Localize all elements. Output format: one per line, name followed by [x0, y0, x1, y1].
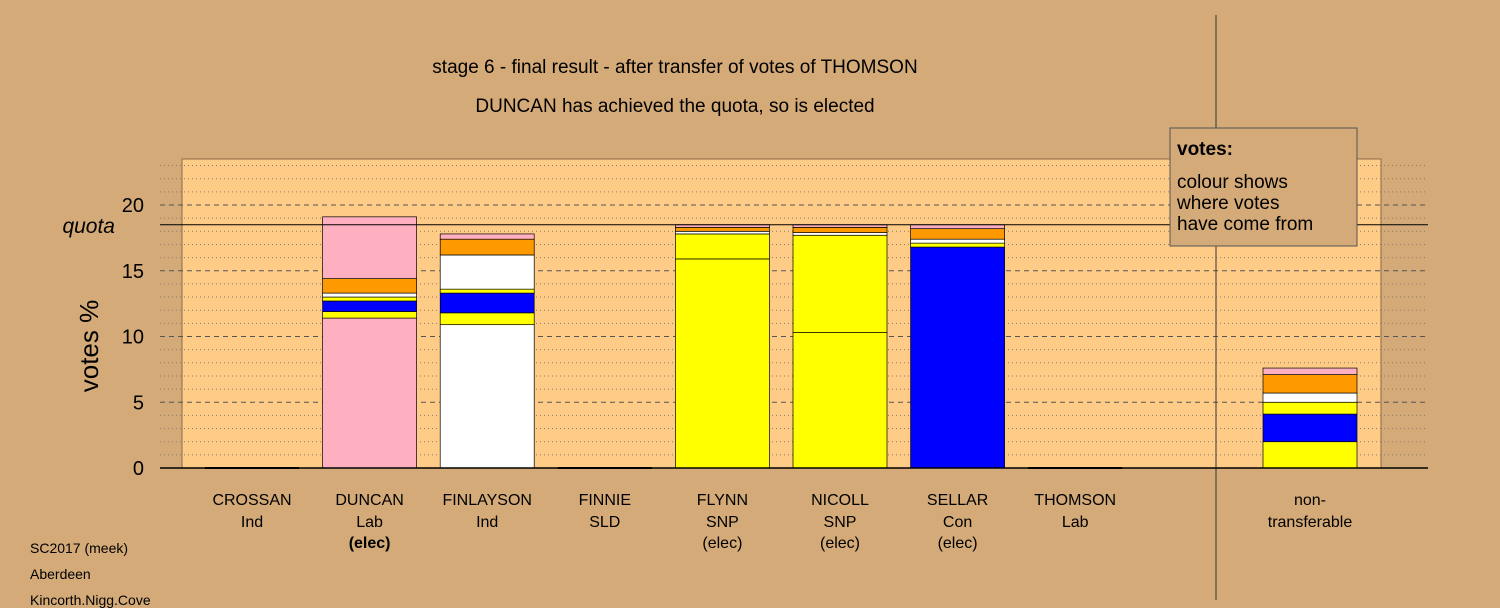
legend-line: colour shows — [1177, 172, 1288, 193]
candidate-name: DUNCAN — [335, 492, 403, 509]
nontransferable-label: non- — [1294, 492, 1326, 509]
bar-duncan-segment — [322, 216, 417, 279]
chart-subtitle: DUNCAN has achieved the quota, so is ele… — [475, 96, 874, 117]
candidate-party: Ind — [476, 514, 498, 531]
candidate-name: FINLAYSON — [442, 492, 532, 509]
y-tick-label: 15 — [122, 261, 144, 283]
bar-nontransferable-segment — [1262, 441, 1358, 469]
bar-nontransferable-segment — [1262, 413, 1358, 443]
bar-sellar-segment — [910, 242, 1005, 248]
y-tick-label: 0 — [133, 458, 144, 480]
bar-duncan-segment — [322, 296, 417, 302]
x-axis-labels: CROSSAN Ind DUNCAN Lab (elec) FINLAYSON Ind FIN… — [212, 492, 1352, 552]
bar-sellar-segment — [910, 224, 1005, 230]
bar-finlayson-segment — [439, 233, 535, 240]
bars — [205, 216, 1358, 469]
footer-council: Aberdeen — [30, 566, 91, 582]
bar-sellar-segment — [910, 228, 1005, 240]
legend-line: have come from — [1177, 214, 1313, 235]
bar-finlayson-segment — [439, 324, 535, 469]
bar-flynn-segment — [675, 233, 770, 260]
y-tick-label: 5 — [133, 392, 144, 414]
bar-nontransferable-segment — [1262, 392, 1358, 403]
bar-nicoll-segment — [792, 227, 888, 233]
candidate-party: SLD — [589, 514, 620, 531]
candidate-name: CROSSAN — [212, 492, 291, 509]
legend: votes: colour shows where votes have com… — [1169, 127, 1358, 247]
candidate-party: SNP — [706, 514, 739, 531]
candidate-party: SNP — [824, 514, 857, 531]
candidate-name: FINNIE — [579, 492, 631, 509]
bar-nicoll-segment — [792, 332, 888, 469]
candidate-name: NICOLL — [811, 492, 869, 509]
candidate-name: THOMSON — [1034, 492, 1116, 509]
candidate-party: Con — [943, 514, 972, 531]
nontransferable-label: transferable — [1268, 514, 1353, 531]
y-tick-label: 10 — [122, 327, 144, 349]
y-axis-ticks: 0 5 10 15 20 — [122, 195, 144, 480]
candidate-status: (elec) — [820, 535, 860, 552]
bar-nicoll-segment — [792, 234, 888, 333]
candidate-party: Ind — [241, 514, 263, 531]
bar-finlayson-segment — [439, 312, 535, 326]
legend-line: where votes — [1176, 193, 1279, 214]
candidate-status: (elec) — [938, 535, 978, 552]
bar-duncan-segment — [322, 292, 417, 298]
bar-flynn-segment — [675, 230, 770, 235]
candidate-party: Lab — [1062, 514, 1089, 531]
footer-ward: Kincorth.Nigg.Cove — [30, 592, 151, 608]
legend-title: votes: — [1177, 139, 1233, 160]
bar-duncan-segment — [322, 311, 417, 319]
candidate-status: (elec) — [702, 535, 742, 552]
bar-nontransferable-segment — [1262, 401, 1358, 415]
y-tick-label: 20 — [122, 195, 144, 217]
bar-sellar-segment — [910, 246, 1005, 469]
chart-title: stage 6 - final result - after transfer … — [432, 57, 917, 78]
bar-flynn-segment — [675, 227, 770, 232]
legend-box — [1169, 127, 1358, 247]
footer-system: SC2017 (meek) — [30, 540, 129, 556]
bar-finlayson-segment — [439, 292, 535, 314]
candidate-status: (elec) — [349, 535, 391, 552]
bar-nicoll-segment — [792, 232, 888, 236]
bar-flynn-segment — [675, 258, 770, 469]
bar-sellar-segment — [910, 238, 1005, 244]
bar-duncan-segment — [322, 300, 417, 312]
bar-finlayson-segment — [439, 288, 535, 294]
y-axis-label: votes % — [74, 300, 104, 393]
bar-nontransferable-segment — [1262, 374, 1358, 394]
bar-duncan-segment — [322, 317, 417, 469]
bar-finlayson-segment — [439, 238, 535, 256]
candidate-name: SELLAR — [927, 492, 988, 509]
bar-duncan-segment — [322, 278, 417, 294]
bar-nontransferable-segment — [1262, 367, 1358, 375]
candidate-party: Lab — [356, 514, 383, 531]
quota-label: quota — [62, 215, 115, 238]
candidate-name: FLYNN — [697, 492, 748, 509]
bar-finlayson-segment — [439, 254, 535, 290]
